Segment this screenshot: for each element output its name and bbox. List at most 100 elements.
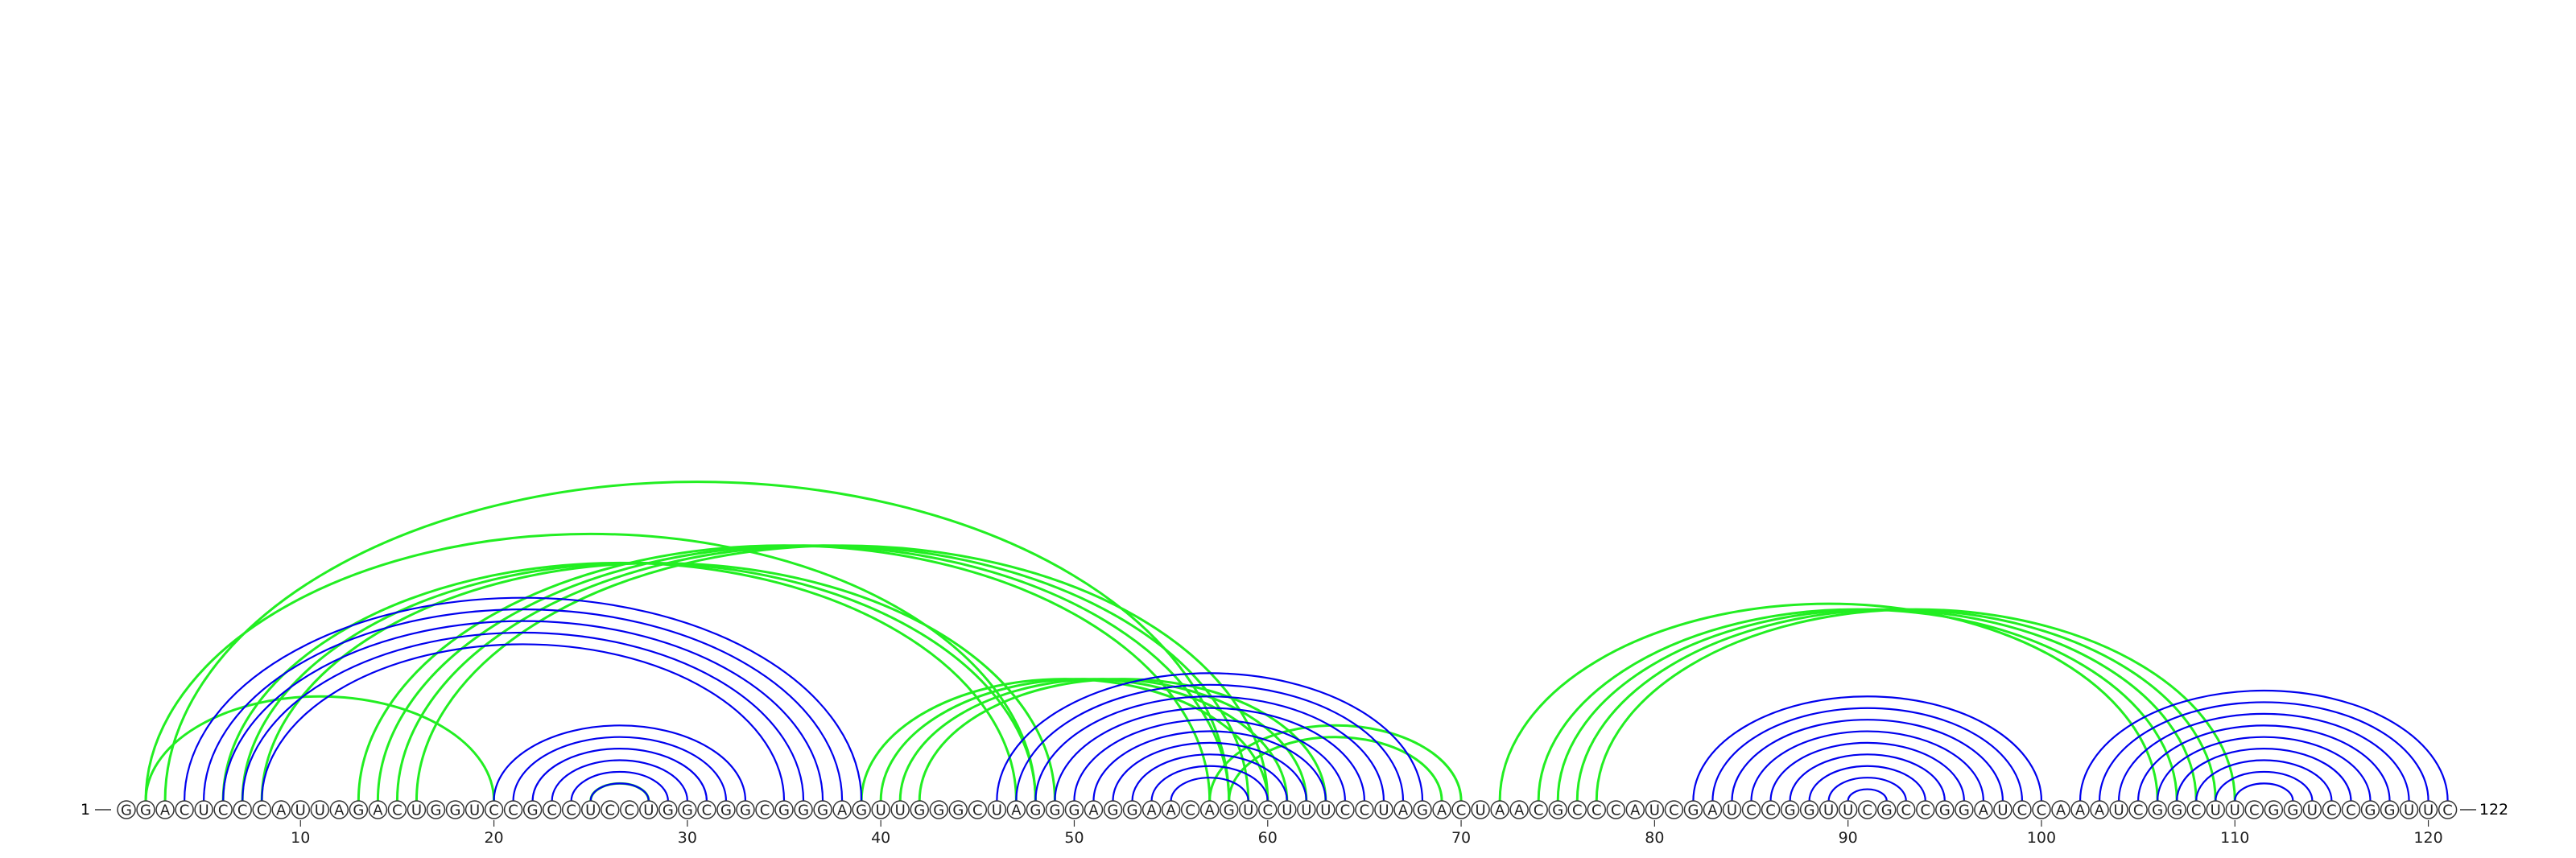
secondary-arc-group-4	[2079, 689, 2449, 802]
nucleotide-83: A	[1703, 800, 1723, 819]
nucleotide-circle	[716, 800, 736, 819]
nucleotide-letter: U	[411, 802, 422, 819]
nucleotide-88: G	[1799, 800, 1819, 819]
nucleotide-73: A	[1509, 800, 1529, 819]
nucleotide-circle	[1490, 800, 1509, 819]
nucleotide-circle	[194, 800, 213, 819]
secondary-arc-104-119	[2117, 712, 2410, 802]
nucleotide-circle	[1238, 800, 1258, 819]
secondary-arc-82-100	[1692, 695, 2043, 802]
nucleotide-circle	[1664, 800, 1684, 819]
secondary-arc-group-2	[996, 672, 1424, 802]
nucleotide-letter: G	[1785, 802, 1796, 819]
nucleotide-118: G	[2380, 800, 2400, 819]
nucleotide-letter: G	[1959, 802, 1970, 819]
nucleotide-8: C	[252, 800, 271, 819]
nucleotide-letter: A	[1979, 802, 1989, 819]
nucleotide-79: A	[1625, 800, 1645, 819]
nucleotide-letter: G	[933, 802, 944, 819]
tertiary-arc-8-49	[260, 561, 1056, 802]
nucleotide-letter: A	[1166, 802, 1176, 819]
nucleotide-circle	[832, 800, 852, 819]
nucleotide-letter: G	[431, 802, 442, 819]
nucleotide-circle	[2438, 800, 2458, 819]
nucleotide-circle	[387, 800, 407, 819]
nucleotide-letter: C	[2326, 802, 2337, 819]
secondary-arc-6-37	[222, 620, 824, 802]
nucleotide-letter: C	[1921, 802, 1931, 819]
nucleotide-letter: C	[566, 802, 576, 819]
nucleotide-circle	[291, 800, 311, 819]
nucleotide-circle	[1625, 800, 1645, 819]
nucleotide-circle	[1180, 800, 1200, 819]
nucleotide-87: G	[1780, 800, 1800, 819]
nucleotide-letter: C	[1746, 802, 1757, 819]
nucleotide-94: C	[1916, 800, 1935, 819]
nucleotide-circle	[987, 800, 1007, 819]
nucleotide-circle	[1818, 800, 1839, 819]
secondary-arc-53-61	[1131, 753, 1288, 802]
nucleotide-letter: C	[1765, 802, 1776, 819]
nucleotide-72: A	[1490, 800, 1509, 819]
nucleotide-circle	[910, 800, 929, 819]
nucleotide-letter: U	[1243, 802, 1253, 819]
nucleotide-4: C	[175, 800, 194, 819]
nucleotide-letter: G	[952, 802, 964, 819]
nucleotide-circle	[2109, 800, 2128, 819]
arcs-layer	[144, 481, 2449, 802]
nucleotide-circle	[852, 800, 871, 819]
secondary-arc-106-117	[2157, 736, 2372, 802]
nucleotide-117: G	[2360, 800, 2380, 819]
secondary-arc-84-98	[1731, 719, 2004, 802]
tick-label-40: 40	[871, 829, 890, 847]
secondary-arc-87-95	[1789, 753, 1946, 802]
nucleotide-19: U	[464, 800, 485, 819]
nucleotide-letter: G	[914, 802, 925, 819]
nucleotide-letter: C	[547, 802, 557, 819]
nucleotide-circle	[755, 800, 774, 819]
secondary-arc-50-64	[1073, 719, 1346, 802]
nucleotide-102: A	[2070, 800, 2090, 819]
nucleotide-letter: G	[450, 802, 461, 819]
nucleotide-41: U	[890, 800, 910, 819]
nucleotide-letter: U	[1476, 802, 1486, 819]
nucleotide-95: G	[1935, 800, 1955, 819]
nucleotide-82: G	[1683, 800, 1703, 819]
nucleotide-circle	[1567, 800, 1587, 819]
nucleotide-23: C	[542, 800, 562, 819]
tick-label-90: 90	[1839, 829, 1858, 847]
nucleotide-letter: A	[373, 802, 383, 819]
nucleotide-letter: C	[1185, 802, 1195, 819]
secondary-arc-20-33	[493, 724, 747, 802]
nucleotide-circle	[639, 800, 658, 819]
nucleotide-circle	[1316, 800, 1335, 819]
nucleotide-letter: A	[1146, 802, 1157, 819]
nucleotide-circle	[464, 800, 485, 819]
nucleotide-letter: C	[2346, 802, 2356, 819]
position-axis: 10 20 30 40 50 60 70 80 90 100 110 120	[291, 820, 2443, 847]
nucleotide-circle	[561, 800, 581, 819]
nucleotide-letter: U	[1843, 802, 1853, 819]
nucleotide-letter: G	[720, 802, 732, 819]
nucleotide-circle	[2070, 800, 2090, 819]
nucleotide-circle	[1955, 800, 1974, 819]
secondary-arc-49-65	[1054, 707, 1366, 802]
nucleotide-circle	[1857, 800, 1877, 819]
nucleotide-84: U	[1722, 800, 1742, 819]
nucleotide-40: U	[871, 800, 890, 819]
nucleotide-75: G	[1548, 800, 1567, 819]
nucleotide-circle	[175, 800, 194, 819]
nucleotide-31: C	[697, 800, 716, 819]
nucleotide-letter: C	[1360, 802, 1370, 819]
nucleotide-14: A	[368, 800, 388, 819]
nucleotide-circle	[1645, 800, 1665, 819]
nucleotide-letter: A	[1437, 802, 1447, 819]
nucleotide-33: G	[736, 800, 755, 819]
nucleotide-11: U	[310, 800, 330, 819]
secondary-arc-102-121	[2079, 689, 2449, 802]
nucleotide-112: G	[2264, 800, 2284, 819]
nucleotide-circle	[1799, 800, 1819, 819]
nucleotide-circle	[542, 800, 562, 819]
secondary-arc-86-96	[1769, 741, 1965, 802]
nucleotide-93: C	[1897, 800, 1916, 819]
